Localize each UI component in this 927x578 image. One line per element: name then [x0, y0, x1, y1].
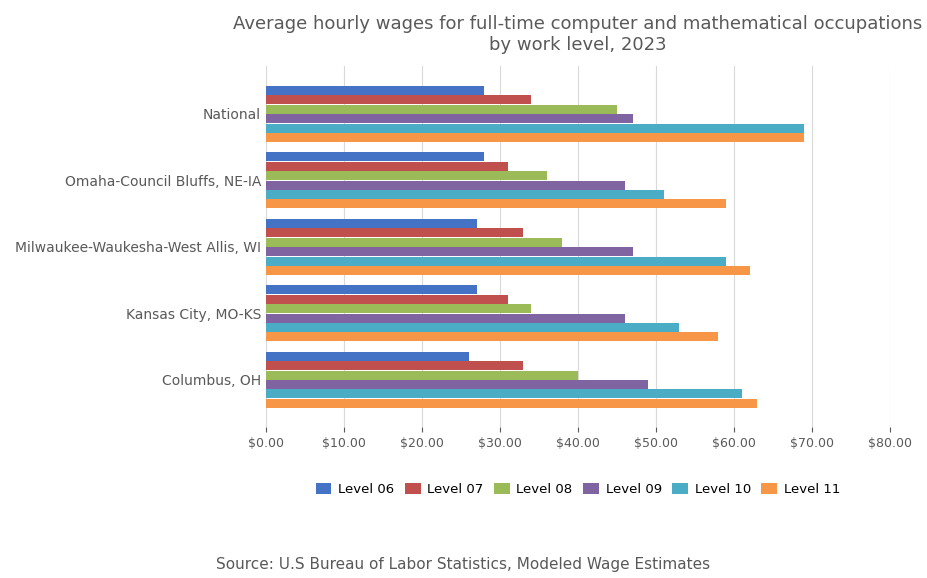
Bar: [266, 114, 632, 123]
Bar: [266, 295, 508, 304]
Bar: [266, 257, 726, 265]
Bar: [266, 95, 531, 105]
Bar: [266, 314, 625, 323]
Bar: [266, 399, 757, 408]
Bar: [266, 390, 742, 398]
Bar: [266, 153, 484, 161]
Text: Source: U.S Bureau of Labor Statistics, Modeled Wage Estimates: Source: U.S Bureau of Labor Statistics, …: [216, 557, 711, 572]
Bar: [266, 133, 805, 142]
Bar: [266, 105, 617, 114]
Bar: [266, 238, 563, 247]
Bar: [266, 86, 484, 95]
Bar: [266, 171, 547, 180]
Bar: [266, 323, 679, 332]
Bar: [266, 361, 524, 370]
Bar: [266, 370, 578, 380]
Title: Average hourly wages for full-time computer and mathematical occupations
by work: Average hourly wages for full-time compu…: [234, 15, 922, 54]
Bar: [266, 286, 476, 294]
Bar: [266, 332, 718, 342]
Bar: [266, 380, 648, 389]
Bar: [266, 162, 508, 171]
Bar: [266, 219, 476, 228]
Bar: [266, 181, 625, 190]
Bar: [266, 228, 524, 238]
Bar: [266, 247, 632, 256]
Bar: [266, 190, 664, 199]
Bar: [266, 124, 805, 132]
Bar: [266, 266, 750, 275]
Bar: [266, 199, 726, 209]
Bar: [266, 352, 469, 361]
Bar: [266, 304, 531, 313]
Legend: Level 06, Level 07, Level 08, Level 09, Level 10, Level 11: Level 06, Level 07, Level 08, Level 09, …: [311, 477, 845, 501]
